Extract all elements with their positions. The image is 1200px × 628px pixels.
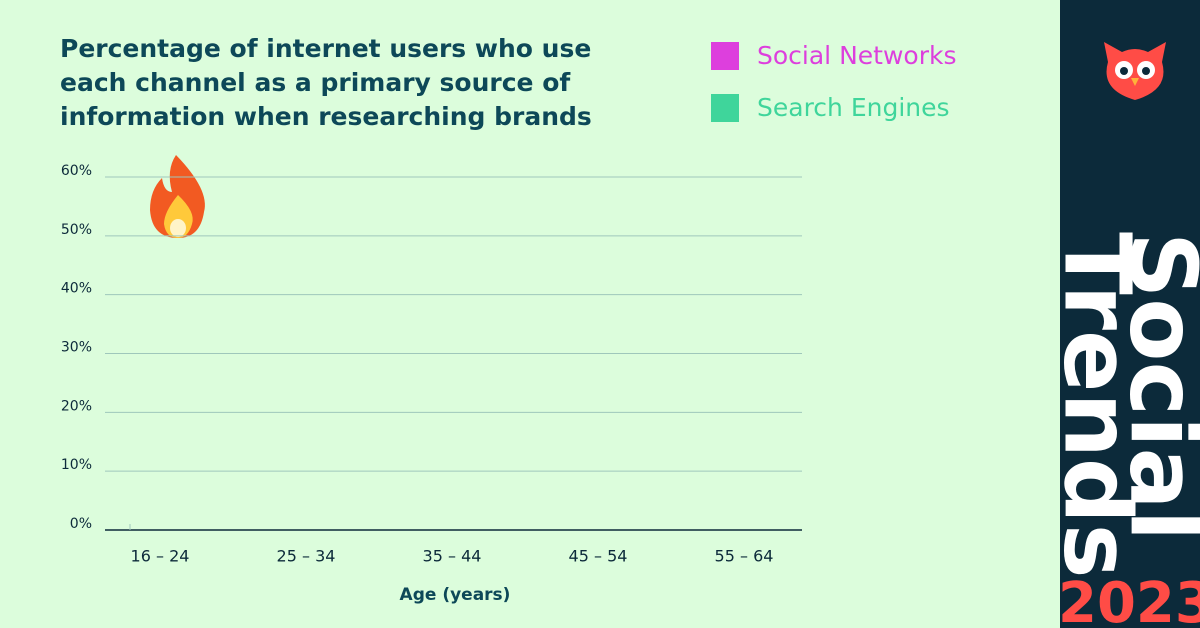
sidebar	[1060, 0, 1200, 628]
legend-swatch	[711, 42, 739, 70]
chart-title-line: information when researching brands	[60, 102, 592, 131]
y-tick-label: 50%	[61, 222, 92, 238]
owl-logo	[1104, 42, 1166, 100]
x-tick-label: 35 – 44	[423, 547, 482, 566]
legend-label: Social Networks	[757, 41, 956, 70]
x-tick-label: 55 – 64	[715, 547, 774, 566]
sidebar-text: Social Trends	[1044, 232, 1200, 579]
y-tick-label: 30%	[61, 340, 92, 356]
flame	[150, 155, 205, 238]
y-tick-label: 40%	[61, 281, 92, 297]
x-tick-label: 25 – 34	[277, 547, 336, 566]
chart-title-line: Percentage of internet users who use	[60, 34, 591, 63]
y-tick-label: 60%	[61, 163, 92, 179]
x-tick-label: 16 – 24	[131, 547, 190, 566]
chart-title: Percentage of internet users who use each…	[60, 34, 592, 131]
x-tick-label: 45 – 54	[569, 547, 628, 566]
sidebar-year: 2023	[1058, 571, 1200, 628]
y-tick-label: 20%	[61, 398, 92, 414]
legend-label: Search Engines	[757, 93, 950, 122]
sidebar-line: Trends	[1044, 232, 1151, 579]
chart-title-line: each channel as a primary source of	[60, 68, 571, 97]
legend-swatch	[711, 94, 739, 122]
sidebar-line: Social	[1110, 232, 1200, 541]
y-tick-label: 10%	[61, 457, 92, 473]
x-axis-title: Age (years)	[400, 585, 511, 605]
y-tick-label: 0%	[70, 516, 92, 532]
background	[0, 0, 1060, 628]
